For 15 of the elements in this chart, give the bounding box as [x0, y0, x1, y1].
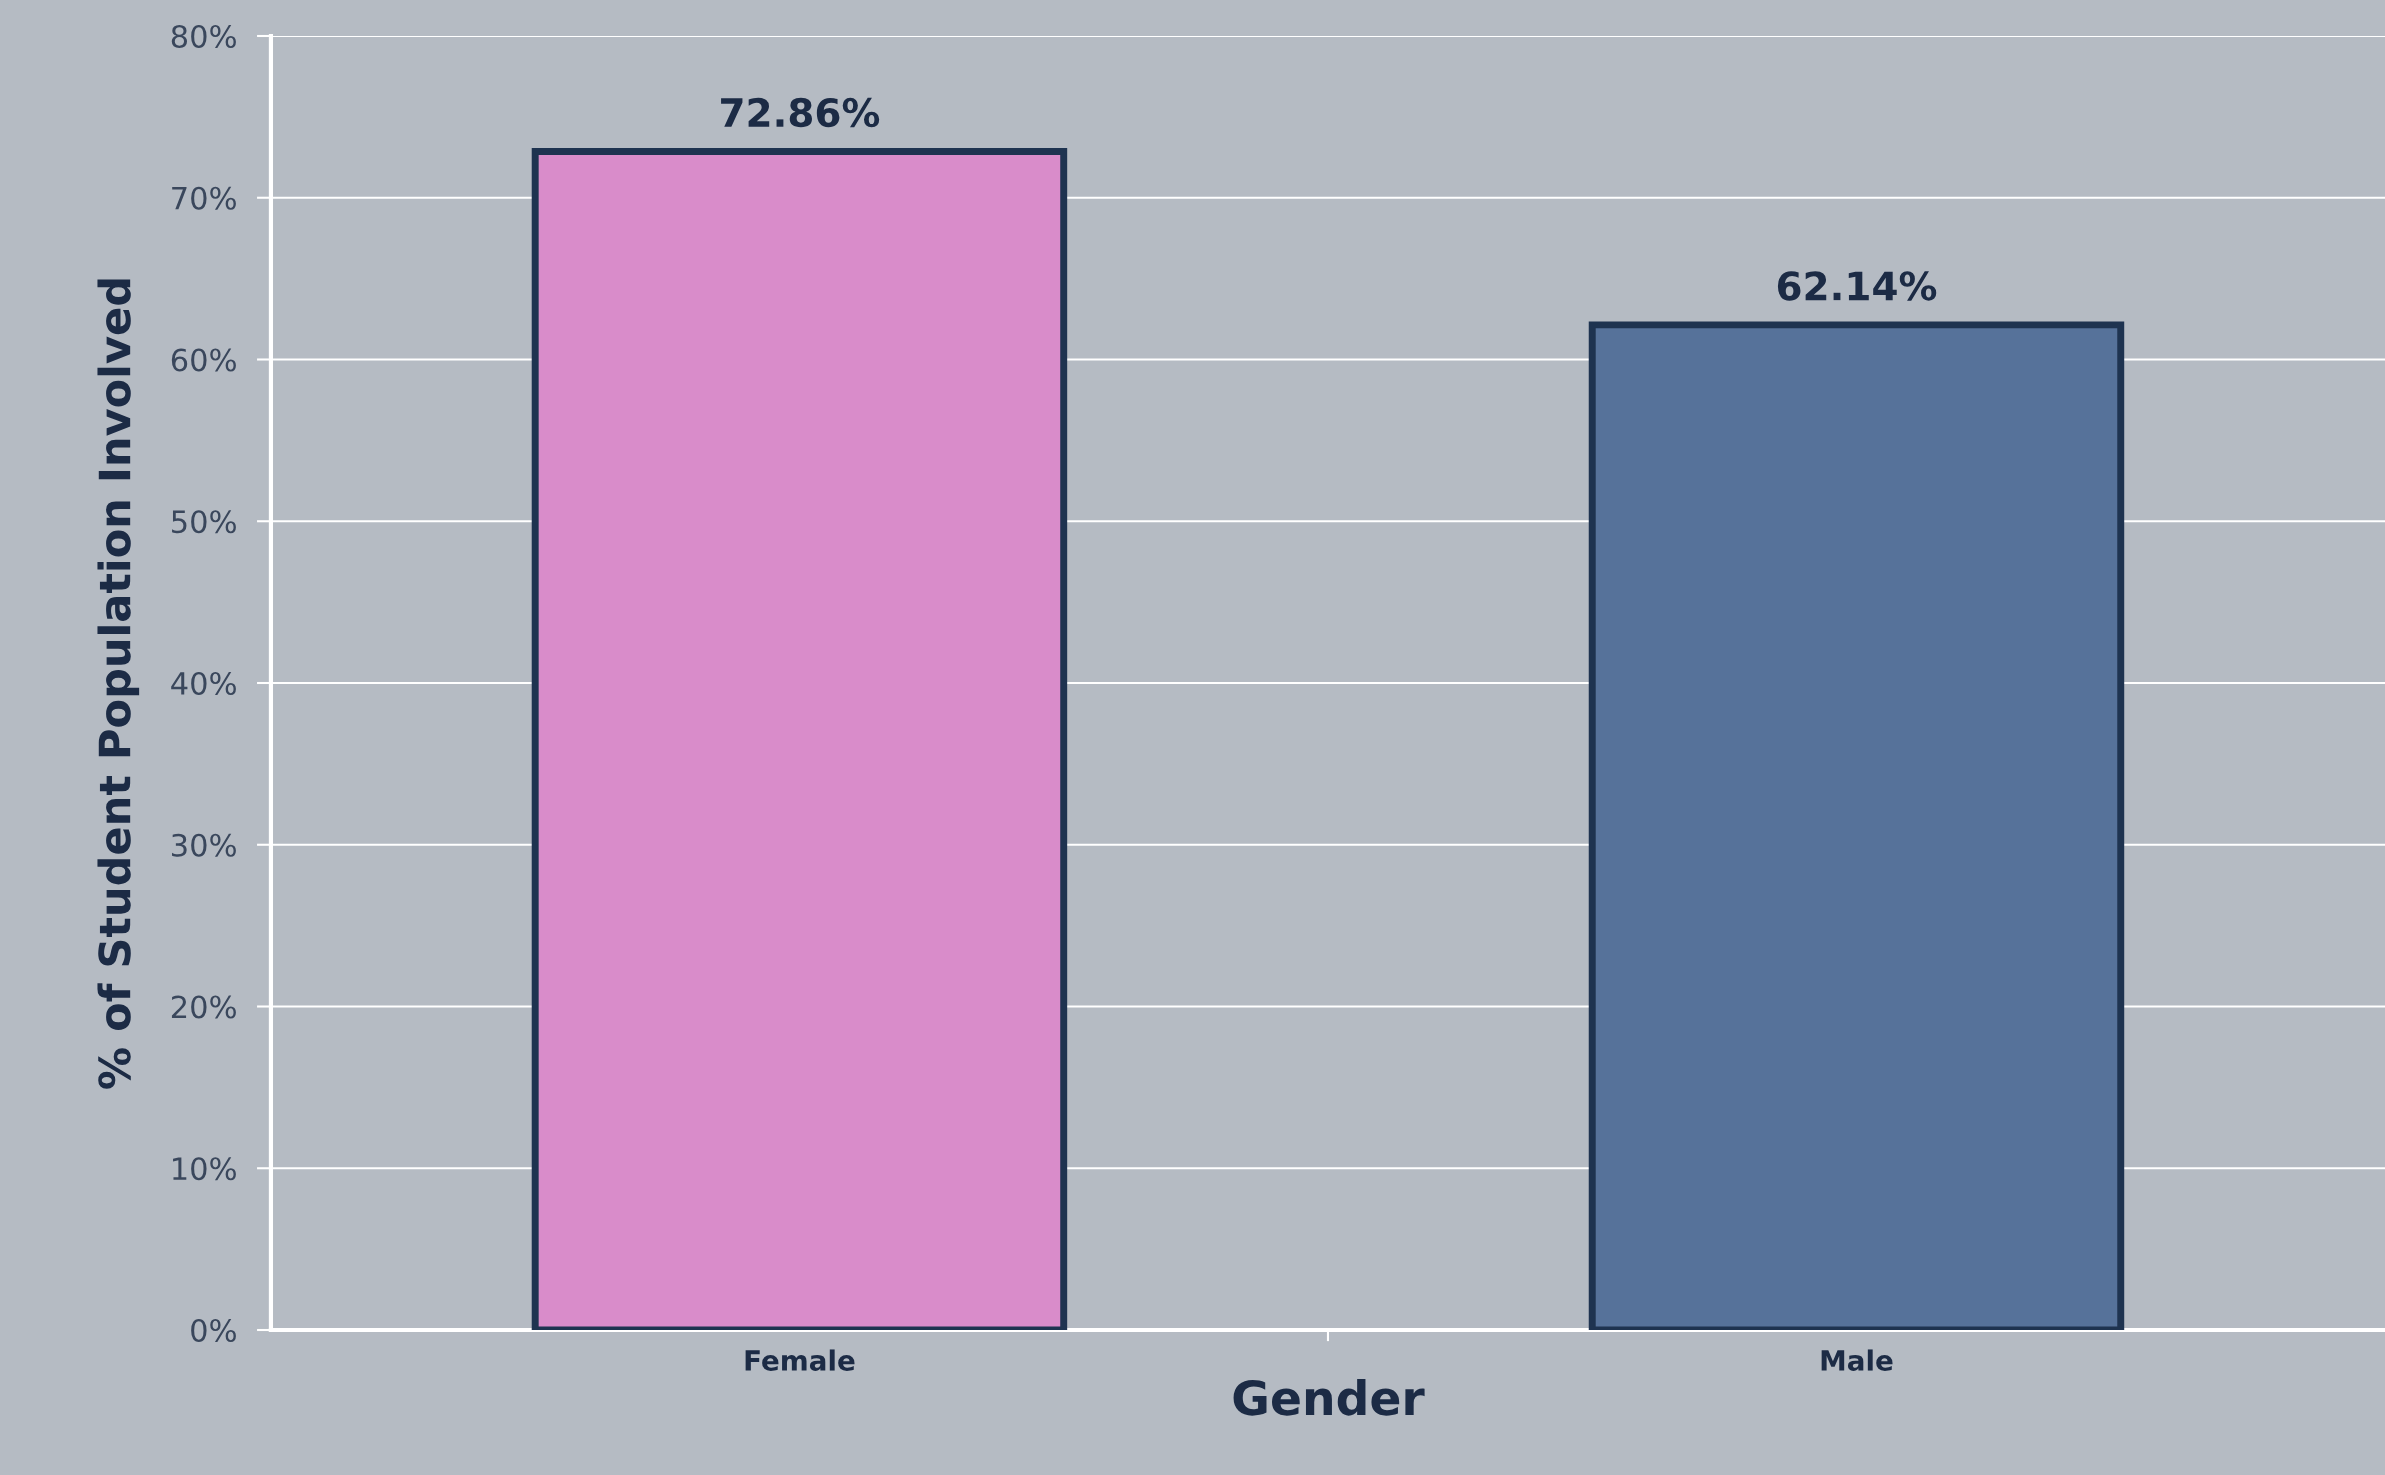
x-axis-title: Gender	[1233, 1379, 1425, 1416]
y-axis-title: % of Student Population Involved	[97, 279, 140, 1089]
data-label: 62.14%	[1777, 271, 1937, 301]
y-tick-label: 40%	[171, 671, 236, 696]
data-label: 72.86%	[721, 97, 880, 128]
y-tick-label: 60%	[171, 348, 236, 372]
y-tick-label: 50%	[172, 510, 236, 534]
y-tick-label: 20%	[171, 995, 236, 1019]
y-tick-label: 10%	[173, 1157, 236, 1181]
y-tick-label: 80%	[171, 24, 236, 49]
x-tick-label: Male	[1821, 1349, 1893, 1371]
x-tick-label: Female	[745, 1349, 855, 1371]
y-tick-label: 70%	[172, 186, 236, 210]
y-tick-label: 0%	[191, 1318, 236, 1343]
y-tick-label: 30%	[172, 833, 236, 857]
